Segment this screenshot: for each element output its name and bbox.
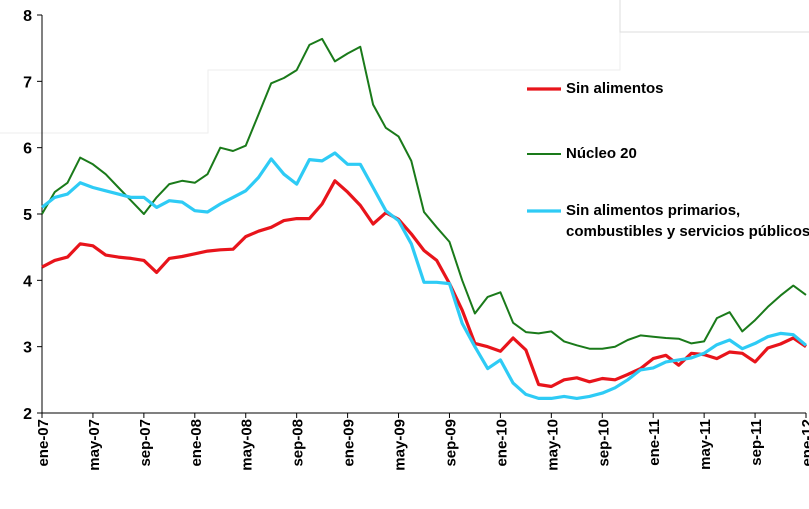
x-tick-label: ene-08: [188, 419, 205, 467]
y-tick-label: 6: [23, 141, 32, 158]
series-line: [41, 151, 808, 400]
x-tick-label: sep-08: [290, 419, 307, 467]
x-tick-label: sep-09: [442, 419, 459, 467]
y-tick-label: 8: [23, 8, 32, 25]
x-tick-label: ene-09: [341, 419, 358, 467]
x-tick-label: may-11: [697, 419, 714, 470]
y-tick-label: 4: [23, 273, 32, 290]
legend-label: Sin alimentos primarios, combustibles y …: [566, 202, 809, 240]
y-tick-label: 2: [23, 406, 32, 423]
legend-label: Sin alimentos: [566, 80, 664, 97]
x-tick-label: sep-07: [137, 419, 154, 467]
x-tick-label: ene-10: [493, 419, 510, 467]
x-tick-label: may-07: [86, 419, 103, 471]
y-tick-label: 5: [23, 207, 32, 224]
background-shape: [619, 0, 809, 33]
background-shape: [0, 0, 621, 134]
series-line: [41, 179, 807, 389]
x-tick-label: ene-12: [799, 419, 809, 467]
x-tick-label: ene-11: [646, 419, 663, 466]
series-line: [41, 37, 807, 350]
legend-label: Núcleo 20: [566, 145, 637, 162]
y-tick-label: 3: [23, 340, 32, 357]
x-tick-label: ene-07: [35, 419, 52, 467]
y-tick-label: 7: [23, 74, 32, 91]
x-tick-label: sep-11: [748, 419, 765, 466]
x-tick-label: sep-10: [595, 419, 612, 467]
x-tick-label: may-08: [239, 419, 256, 471]
x-tick-label: may-10: [544, 419, 561, 471]
x-tick-label: may-09: [392, 419, 409, 471]
